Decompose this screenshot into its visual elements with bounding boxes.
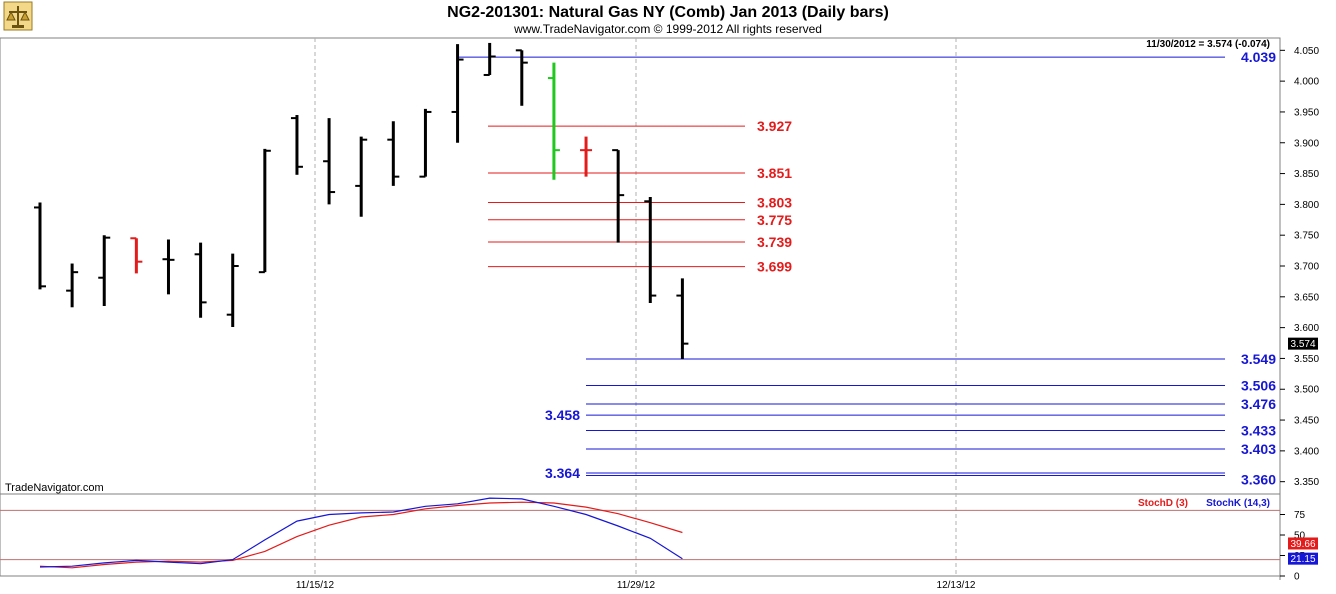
y-tick-label: 3.800 <box>1294 200 1319 211</box>
axes: 11/15/12 11/29/12 12/13/12 4.050 4.000 3.950 3… <box>296 46 1320 591</box>
level-label: 3.403 <box>1241 441 1276 457</box>
level-label: 3.360 <box>1241 472 1276 488</box>
stoch-tick-label: 50 <box>1294 531 1306 542</box>
last-price-tag-label: 3.574 <box>1290 339 1315 350</box>
legend-stochd: StochD (3) <box>1138 498 1188 509</box>
y-tick-label: 3.400 <box>1294 446 1319 457</box>
level-label: 3.506 <box>1241 378 1276 394</box>
y-tick-label: 3.600 <box>1294 323 1319 334</box>
y-tick-label: 3.950 <box>1294 107 1319 118</box>
level-label: 3.927 <box>757 118 792 134</box>
stochastic-lines <box>0 497 1280 569</box>
level-label: 3.549 <box>1241 351 1276 367</box>
y-tick-label: 4.050 <box>1294 46 1319 57</box>
y-tick-label: 3.850 <box>1294 169 1319 180</box>
y-tick-label: 3.450 <box>1294 416 1319 427</box>
stochk-line <box>39 497 683 568</box>
legend-stochk: StochK (14,3) <box>1206 498 1270 509</box>
x-tick-label: 11/15/12 <box>296 580 335 591</box>
level-label: 3.775 <box>757 212 792 228</box>
stoch-tick-label: 75 <box>1294 510 1306 521</box>
last-price-tag <box>1288 337 1318 350</box>
watermark: TradeNavigator.com <box>5 482 104 494</box>
x-tick-label: 12/13/12 <box>937 580 976 591</box>
price-panel <box>0 37 1281 495</box>
y-tick-label: 3.900 <box>1294 138 1319 149</box>
grid-lines <box>314 38 957 576</box>
stochk-last-tag <box>1288 552 1318 565</box>
level-label: 3.739 <box>757 234 792 250</box>
y-tick-label: 3.650 <box>1294 292 1319 303</box>
level-label: 3.803 <box>757 195 792 211</box>
level-label: 3.476 <box>1241 396 1276 412</box>
level-label: 3.364 <box>545 465 580 481</box>
level-label: 4.039 <box>1241 49 1276 65</box>
y-tick-label: 3.700 <box>1294 262 1319 273</box>
y-tick-label: 3.750 <box>1294 231 1319 242</box>
y-tick-label: 3.550 <box>1294 354 1319 365</box>
stochd-last-tag <box>1288 537 1318 550</box>
y-tick-label: 3.350 <box>1294 477 1319 488</box>
logo-icon <box>3 1 33 31</box>
copyright-text: www.TradeNavigator.com © 1999-2012 All r… <box>513 22 822 36</box>
stochk-last-label: 21.15 <box>1290 554 1315 565</box>
y-tick-label: 3.500 <box>1294 385 1319 396</box>
y-tick-label: 4.000 <box>1294 77 1319 88</box>
ohlc-bars <box>34 42 689 360</box>
stoch-tick-label: 0 <box>1294 572 1300 583</box>
stochd-line <box>39 501 683 569</box>
level-label: 3.851 <box>757 165 792 181</box>
last-price-info: 11/30/2012 = 3.574 (-0.074) <box>1146 39 1270 50</box>
level-label: 3.458 <box>545 407 580 423</box>
level-label: 3.699 <box>757 259 792 275</box>
stochd-last-label: 39.66 <box>1290 539 1315 550</box>
x-tick-label: 11/29/12 <box>617 580 656 591</box>
chart-title: NG2-201301: Natural Gas NY (Comb) Jan 20… <box>447 4 889 21</box>
level-label: 3.433 <box>1241 423 1276 439</box>
